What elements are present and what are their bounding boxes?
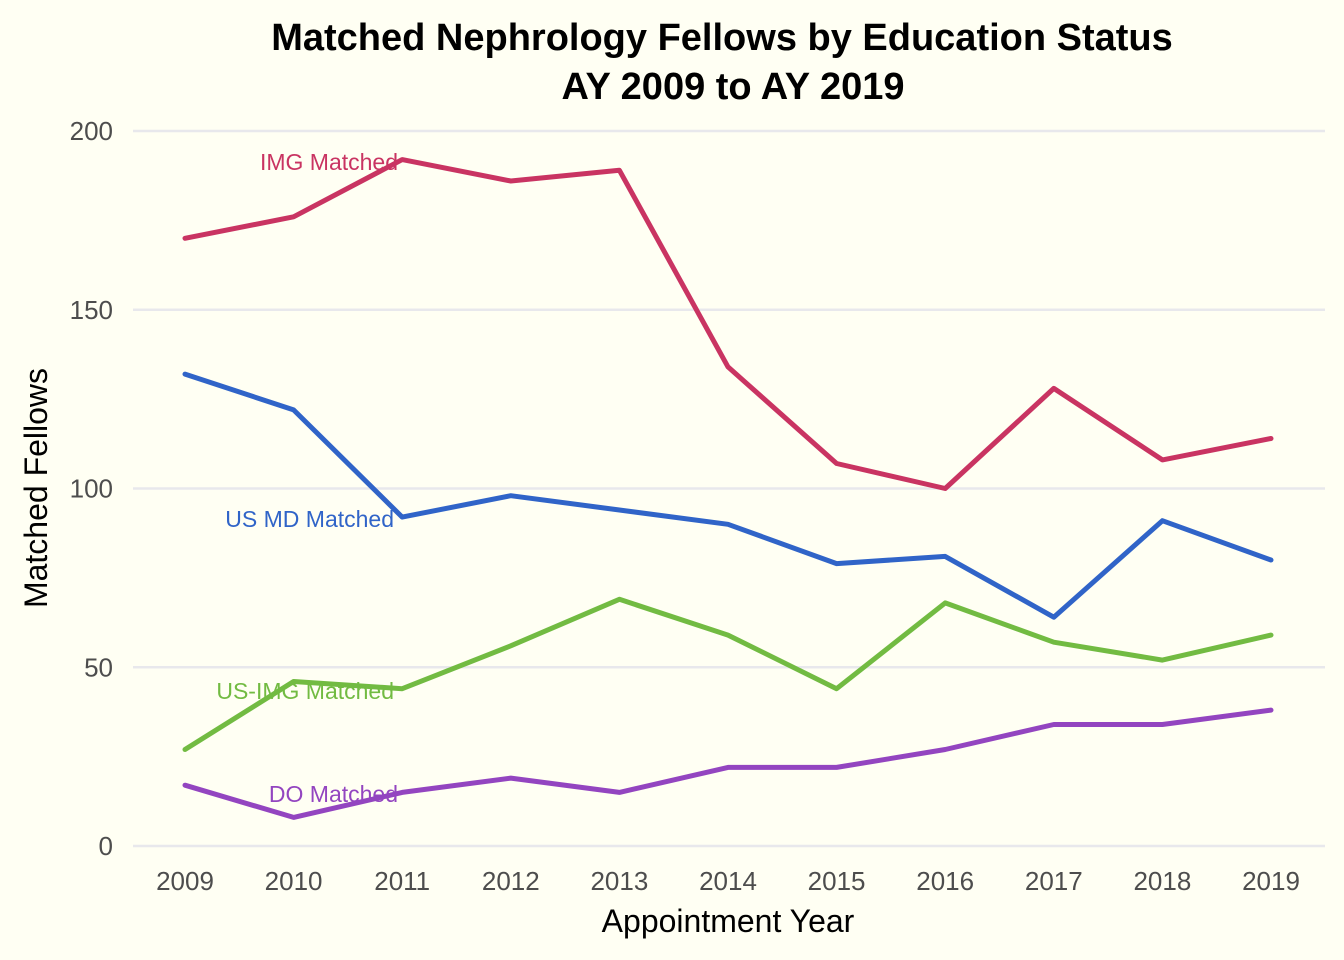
- series-line-us-md-matched: [182, 371, 1274, 620]
- y-tick-label: 200: [70, 116, 113, 146]
- series-label: IMG Matched: [260, 149, 398, 175]
- y-tick-label: 100: [70, 474, 113, 504]
- y-tick-label: 50: [84, 652, 113, 682]
- series-label: US-IMG Matched: [216, 678, 394, 704]
- series-label: DO Matched: [269, 781, 398, 807]
- x-tick-label: 2018: [1133, 866, 1191, 896]
- x-tick-label: 2017: [1025, 866, 1083, 896]
- x-axis-ticks: 2009 2010 2011 2012 2013 2014 2015 2016 2017 2018…: [156, 866, 1300, 896]
- series-line-img-matched: [182, 157, 1274, 491]
- x-tick-label: 2013: [590, 866, 648, 896]
- series-line-do-matched: [182, 707, 1274, 820]
- y-axis-ticks: 0 50 100 150 200: [70, 116, 113, 861]
- chart-title: Matched Nephrology Fellows by Education …: [271, 17, 1173, 59]
- x-tick-label: 2009: [156, 866, 214, 896]
- series-lines: [182, 157, 1274, 820]
- x-tick-label: 2011: [374, 866, 430, 896]
- chart-subtitle: AY 2009 to AY 2019: [562, 66, 905, 108]
- y-tick-label: 150: [70, 295, 113, 325]
- x-tick-label: 2012: [482, 866, 540, 896]
- x-tick-label: 2010: [265, 866, 323, 896]
- x-axis-label: Appointment Year: [602, 903, 855, 939]
- y-tick-label: 0: [99, 831, 113, 861]
- series-line-us-img-matched: [182, 596, 1274, 752]
- series-labels: IMG Matched US MD Matched US-IMG Matched DO…: [216, 149, 398, 807]
- x-tick-label: 2016: [916, 866, 974, 896]
- gridlines: [133, 129, 1325, 848]
- x-tick-label: 2015: [808, 866, 866, 896]
- y-axis-label: Matched Fellows: [18, 368, 54, 608]
- series-label: US MD Matched: [225, 506, 394, 532]
- x-tick-label: 2019: [1242, 866, 1300, 896]
- x-tick-label: 2014: [699, 866, 757, 896]
